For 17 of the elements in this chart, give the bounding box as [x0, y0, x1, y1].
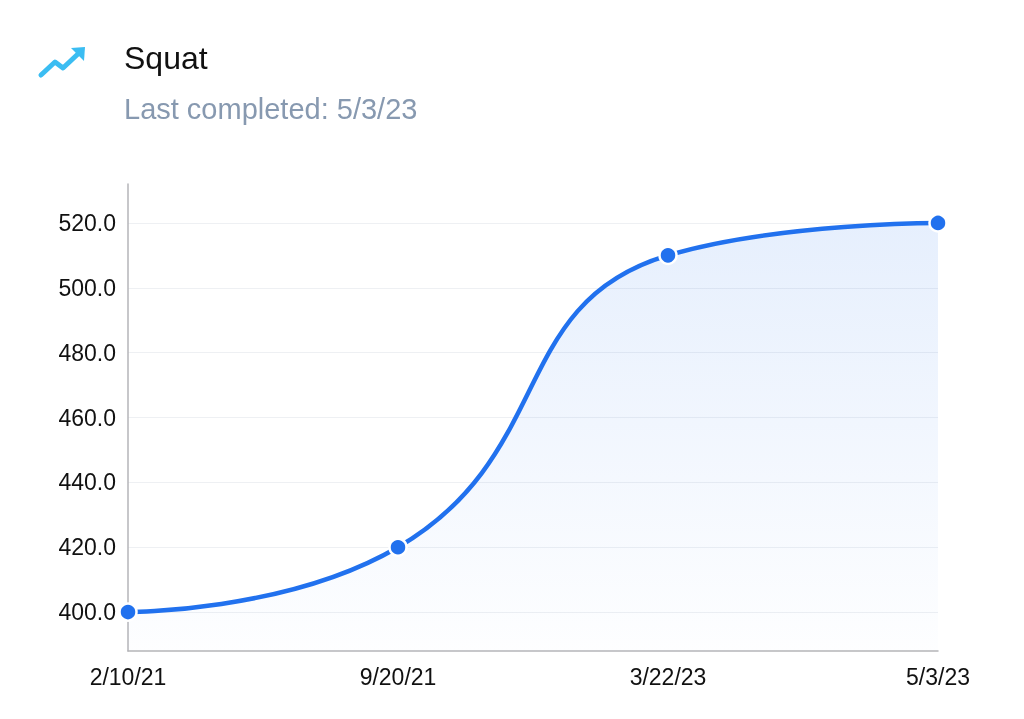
- y-tick-label: 460.0: [58, 404, 116, 431]
- y-tick-label: 400.0: [58, 599, 116, 626]
- chart-subtitle: Last completed: 5/3/23: [124, 92, 418, 127]
- x-tick-label: 3/22/23: [629, 663, 707, 690]
- x-tick-label: 9/20/21: [359, 663, 437, 690]
- y-tick-label: 440.0: [58, 469, 116, 496]
- chart-title: Squat: [124, 39, 208, 78]
- point: [118, 602, 138, 622]
- y-tick-label: 500.0: [58, 274, 116, 301]
- point: [388, 537, 408, 557]
- point: [658, 245, 678, 266]
- x-tick-label: 2/10/21: [89, 663, 167, 690]
- y-tick-label: 480.0: [58, 339, 116, 366]
- y-tick-label: 420.0: [58, 534, 116, 561]
- x-tick-label: 5/3/23: [906, 663, 970, 690]
- point: [928, 213, 948, 233]
- y-tick-label: 520.0: [58, 209, 116, 236]
